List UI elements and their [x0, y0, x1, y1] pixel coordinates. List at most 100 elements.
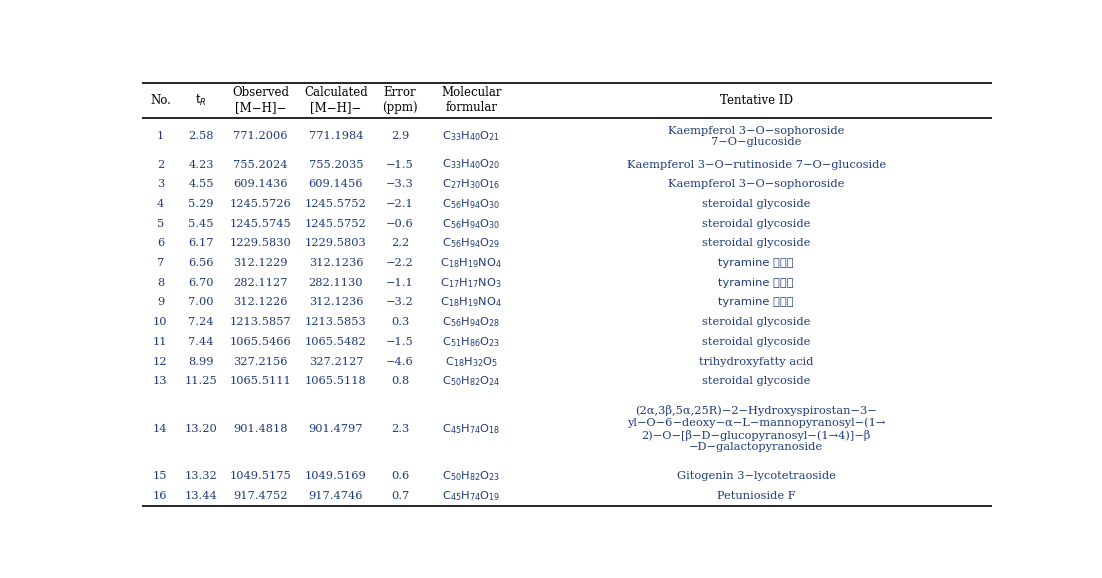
- Text: 312.1229: 312.1229: [234, 258, 288, 268]
- Text: $\mathrm{C}_{45}\mathrm{H}_{74}\mathrm{O}_{18}$: $\mathrm{C}_{45}\mathrm{H}_{74}\mathrm{O…: [442, 422, 500, 436]
- Text: 1065.5466: 1065.5466: [230, 337, 292, 347]
- Text: 1245.5752: 1245.5752: [305, 218, 367, 229]
- Text: 2.2: 2.2: [391, 238, 409, 249]
- Text: −3.3: −3.3: [386, 179, 414, 189]
- Text: 1049.5169: 1049.5169: [305, 471, 367, 481]
- Text: Tentative ID: Tentative ID: [720, 94, 792, 107]
- Text: $\mathrm{C}_{27}\mathrm{H}_{30}\mathrm{O}_{16}$: $\mathrm{C}_{27}\mathrm{H}_{30}\mathrm{O…: [442, 177, 500, 191]
- Text: 0.8: 0.8: [391, 376, 409, 386]
- Text: 6: 6: [156, 238, 164, 249]
- Text: steroidal glycoside: steroidal glycoside: [702, 218, 810, 229]
- Text: $\mathrm{C}_{18}\mathrm{H}_{32}\mathrm{O}_{5}$: $\mathrm{C}_{18}\mathrm{H}_{32}\mathrm{O…: [445, 355, 498, 369]
- Text: 1065.5111: 1065.5111: [230, 376, 292, 386]
- Text: $\mathrm{C}_{51}\mathrm{H}_{86}\mathrm{O}_{23}$: $\mathrm{C}_{51}\mathrm{H}_{86}\mathrm{O…: [442, 335, 500, 349]
- Text: 0.3: 0.3: [391, 317, 409, 327]
- Text: No.: No.: [150, 94, 171, 107]
- Text: 7.44: 7.44: [188, 337, 214, 347]
- Text: (2α,3β,5α,25R)−2−Hydroxyspirostan−3−
yl−O−6−deoxy−α−L−mannopyranosyl−(1→
2)−O−[β: (2α,3β,5α,25R)−2−Hydroxyspirostan−3− yl−…: [627, 405, 885, 453]
- Text: tyramine 유도체: tyramine 유도체: [719, 298, 793, 307]
- Text: 771.2006: 771.2006: [234, 131, 288, 142]
- Text: 12: 12: [153, 357, 168, 366]
- Text: 771.1984: 771.1984: [309, 131, 364, 142]
- Text: 6.17: 6.17: [188, 238, 214, 249]
- Text: steroidal glycoside: steroidal glycoside: [702, 376, 810, 386]
- Text: 4: 4: [156, 199, 164, 209]
- Text: 11: 11: [153, 337, 168, 347]
- Text: 8: 8: [156, 278, 164, 288]
- Text: 13.44: 13.44: [184, 491, 217, 501]
- Text: $\mathrm{C}_{17}\mathrm{H}_{17}\mathrm{N}\mathrm{O}_{3}$: $\mathrm{C}_{17}\mathrm{H}_{17}\mathrm{N…: [441, 276, 503, 290]
- Text: 13.20: 13.20: [184, 424, 217, 434]
- Text: 10: 10: [153, 317, 168, 327]
- Text: 1: 1: [156, 131, 164, 142]
- Text: $\mathrm{C}_{56}\mathrm{H}_{94}\mathrm{O}_{30}$: $\mathrm{C}_{56}\mathrm{H}_{94}\mathrm{O…: [442, 197, 500, 211]
- Text: 755.2024: 755.2024: [234, 160, 288, 169]
- Text: 4.55: 4.55: [188, 179, 214, 189]
- Text: t$_R$: t$_R$: [195, 93, 207, 108]
- Text: 13: 13: [153, 376, 168, 386]
- Text: 282.1130: 282.1130: [309, 278, 364, 288]
- Text: $\mathrm{C}_{56}\mathrm{H}_{94}\mathrm{O}_{28}$: $\mathrm{C}_{56}\mathrm{H}_{94}\mathrm{O…: [442, 316, 500, 329]
- Text: 1065.5118: 1065.5118: [305, 376, 367, 386]
- Text: −0.6: −0.6: [386, 218, 414, 229]
- Text: 7: 7: [156, 258, 164, 268]
- Text: 1229.5830: 1229.5830: [230, 238, 292, 249]
- Text: 1245.5745: 1245.5745: [230, 218, 292, 229]
- Text: Observed
[M−H]−: Observed [M−H]−: [233, 87, 289, 114]
- Text: 5.29: 5.29: [188, 199, 214, 209]
- Text: $\mathrm{C}_{33}\mathrm{H}_{40}\mathrm{O}_{20}$: $\mathrm{C}_{33}\mathrm{H}_{40}\mathrm{O…: [442, 158, 500, 172]
- Text: $\mathrm{C}_{45}\mathrm{H}_{74}\mathrm{O}_{19}$: $\mathrm{C}_{45}\mathrm{H}_{74}\mathrm{O…: [442, 489, 500, 502]
- Text: $\mathrm{C}_{18}\mathrm{H}_{19}\mathrm{N}\mathrm{O}_{4}$: $\mathrm{C}_{18}\mathrm{H}_{19}\mathrm{N…: [441, 256, 503, 270]
- Text: 8.99: 8.99: [188, 357, 214, 366]
- Text: 312.1226: 312.1226: [234, 298, 288, 307]
- Text: 327.2127: 327.2127: [309, 357, 364, 366]
- Text: 1229.5803: 1229.5803: [305, 238, 367, 249]
- Text: 609.1456: 609.1456: [309, 179, 364, 189]
- Text: $\mathrm{C}_{56}\mathrm{H}_{94}\mathrm{O}_{29}$: $\mathrm{C}_{56}\mathrm{H}_{94}\mathrm{O…: [442, 236, 500, 250]
- Text: steroidal glycoside: steroidal glycoside: [702, 199, 810, 209]
- Text: 0.7: 0.7: [391, 491, 409, 501]
- Text: steroidal glycoside: steroidal glycoside: [702, 317, 810, 327]
- Text: −4.6: −4.6: [386, 357, 414, 366]
- Text: tyramine 유도체: tyramine 유도체: [719, 278, 793, 288]
- Text: 1213.5857: 1213.5857: [230, 317, 292, 327]
- Text: 15: 15: [153, 471, 168, 481]
- Text: 609.1436: 609.1436: [234, 179, 288, 189]
- Text: 1049.5175: 1049.5175: [230, 471, 292, 481]
- Text: −1.5: −1.5: [386, 337, 414, 347]
- Text: $\mathrm{C}_{50}\mathrm{H}_{82}\mathrm{O}_{24}$: $\mathrm{C}_{50}\mathrm{H}_{82}\mathrm{O…: [442, 375, 500, 388]
- Text: 4.23: 4.23: [188, 160, 214, 169]
- Text: Petunioside F: Petunioside F: [716, 491, 796, 501]
- Text: 6.70: 6.70: [188, 278, 214, 288]
- Text: Kaempferol 3−O−rutinoside 7−O−glucoside: Kaempferol 3−O−rutinoside 7−O−glucoside: [627, 160, 886, 169]
- Text: 2.58: 2.58: [188, 131, 214, 142]
- Text: Kaempferol 3−O−sophoroside
7−O−glucoside: Kaempferol 3−O−sophoroside 7−O−glucoside: [668, 125, 844, 147]
- Text: 901.4818: 901.4818: [234, 424, 288, 434]
- Text: 5.45: 5.45: [188, 218, 214, 229]
- Text: 2.3: 2.3: [391, 424, 409, 434]
- Text: 917.4752: 917.4752: [234, 491, 288, 501]
- Text: Gitogenin 3−lycotetraoside: Gitogenin 3−lycotetraoside: [677, 471, 835, 481]
- Text: $\mathrm{C}_{50}\mathrm{H}_{82}\mathrm{O}_{23}$: $\mathrm{C}_{50}\mathrm{H}_{82}\mathrm{O…: [442, 469, 500, 483]
- Text: 2: 2: [156, 160, 164, 169]
- Text: −1.5: −1.5: [386, 160, 414, 169]
- Text: −3.2: −3.2: [386, 298, 414, 307]
- Text: tyramine 유도체: tyramine 유도체: [719, 258, 793, 268]
- Text: 1245.5752: 1245.5752: [305, 199, 367, 209]
- Text: 0.6: 0.6: [391, 471, 409, 481]
- Text: 312.1236: 312.1236: [309, 298, 364, 307]
- Text: 5: 5: [156, 218, 164, 229]
- Text: 327.2156: 327.2156: [234, 357, 288, 366]
- Text: −2.1: −2.1: [386, 199, 414, 209]
- Text: −2.2: −2.2: [386, 258, 414, 268]
- Text: 282.1127: 282.1127: [234, 278, 288, 288]
- Text: 7.00: 7.00: [188, 298, 214, 307]
- Text: Kaempferol 3−O−sophoroside: Kaempferol 3−O−sophoroside: [668, 179, 844, 189]
- Text: 755.2035: 755.2035: [309, 160, 364, 169]
- Text: $\mathrm{C}_{56}\mathrm{H}_{94}\mathrm{O}_{30}$: $\mathrm{C}_{56}\mathrm{H}_{94}\mathrm{O…: [442, 217, 500, 231]
- Text: 14: 14: [153, 424, 168, 434]
- Text: Error
(ppm): Error (ppm): [382, 87, 418, 114]
- Text: trihydroxyfatty acid: trihydroxyfatty acid: [699, 357, 813, 366]
- Text: Calculated
[M−H]−: Calculated [M−H]−: [304, 87, 368, 114]
- Text: −1.1: −1.1: [386, 278, 414, 288]
